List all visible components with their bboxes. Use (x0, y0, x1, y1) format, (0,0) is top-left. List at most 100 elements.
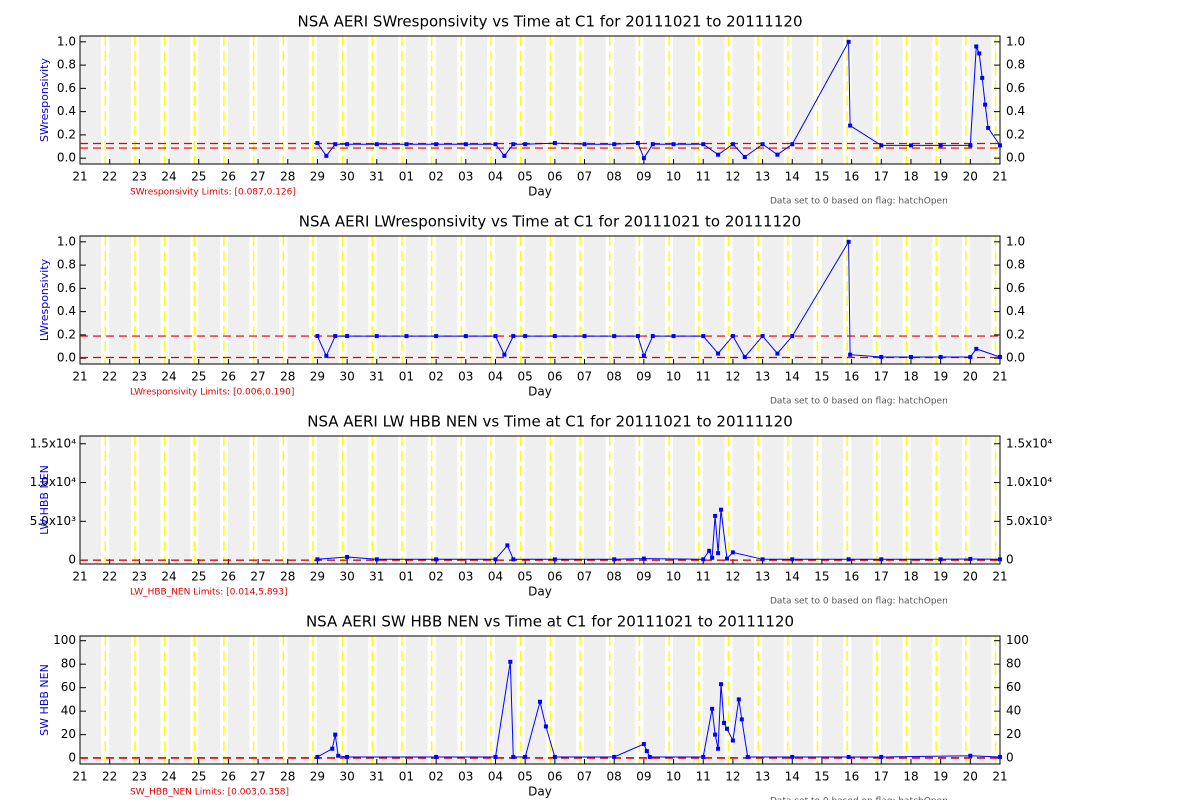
data-point (968, 143, 973, 148)
data-point (730, 334, 735, 339)
y-axis-label: SWresponsivity (38, 58, 51, 142)
data-point (434, 142, 439, 147)
data-point (434, 557, 439, 562)
y-tick-label: 0.0 (57, 351, 76, 365)
x-axis-label: Day (528, 785, 552, 799)
y-tick-label-right: 0 (1006, 553, 1014, 567)
data-point (612, 754, 617, 759)
data-point (647, 754, 652, 759)
y-tick-label-right: 0.0 (1006, 151, 1025, 165)
x-tick-label: 21 (72, 570, 87, 584)
data-point (635, 141, 640, 146)
data-point (315, 334, 320, 339)
y-tick-label-right: 80 (1006, 657, 1021, 671)
data-point (710, 706, 715, 711)
data-point (404, 142, 409, 147)
x-tick-label: 28 (280, 370, 295, 384)
x-tick-label: 29 (310, 170, 325, 184)
x-tick-label: 07 (577, 770, 592, 784)
data-point (508, 659, 513, 664)
data-point (879, 143, 884, 148)
y-tick-label: 0 (68, 553, 76, 567)
limits-label: SW_HBB_NEN Limits: [0.003,0.358] (130, 788, 289, 798)
chart-title: NSA AERI LWresponsivity vs Time at C1 fo… (299, 213, 801, 231)
x-tick-label: 21 (992, 370, 1007, 384)
y-tick-label: 1.0 (57, 234, 76, 248)
data-point (977, 51, 982, 56)
x-tick-label: 31 (369, 770, 384, 784)
data-point (374, 142, 379, 147)
x-tick-label: 12 (725, 170, 740, 184)
y-tick-label: 40 (61, 704, 76, 718)
y-tick-label: 20 (61, 727, 76, 741)
y-tick-label-right: 5.0x10³ (1006, 514, 1052, 528)
x-tick-label: 02 (428, 170, 443, 184)
data-point (333, 732, 338, 737)
x-tick-label: 21 (72, 770, 87, 784)
x-tick-label: 01 (399, 370, 414, 384)
data-point (324, 153, 329, 158)
x-tick-label: 15 (814, 370, 829, 384)
data-point (790, 334, 795, 339)
x-tick-label: 31 (369, 370, 384, 384)
y-tick-label: 0.4 (57, 304, 76, 318)
x-tick-label: 24 (161, 570, 176, 584)
plot-area (80, 36, 1000, 164)
y-axis-label: LW HBB NEN (38, 465, 51, 535)
flag-note: Data set to 0 based on flag: hatchOpen (770, 397, 948, 407)
data-point (998, 754, 1002, 759)
x-tick-label: 13 (755, 570, 770, 584)
x-tick-label: 23 (132, 170, 147, 184)
data-point (511, 142, 516, 147)
y-tick-label-right: 1.5x10⁴ (1006, 436, 1052, 450)
x-tick-label: 17 (874, 370, 889, 384)
x-tick-label: 13 (755, 170, 770, 184)
data-point (760, 334, 765, 339)
data-point (998, 355, 1002, 360)
x-axis-label: Day (528, 185, 552, 199)
x-tick-label: 08 (607, 570, 622, 584)
data-point (336, 753, 341, 758)
y-tick-label-right: 0.2 (1006, 127, 1025, 141)
data-point (502, 153, 507, 158)
y-tick-label: 0.8 (57, 258, 76, 272)
data-point (644, 749, 649, 754)
chart-title: NSA AERI SW HBB NEN vs Time at C1 for 20… (306, 613, 794, 631)
x-axis-label: Day (528, 585, 552, 599)
limits-label: SWresponsivity Limits: [0.087,0.126] (130, 188, 296, 198)
data-point (730, 142, 735, 147)
x-tick-label: 18 (903, 370, 918, 384)
data-point (986, 125, 991, 130)
data-point (324, 353, 329, 358)
x-tick-label: 30 (339, 770, 354, 784)
x-tick-label: 21 (992, 570, 1007, 584)
x-tick-label: 18 (903, 570, 918, 584)
x-tick-label: 01 (399, 170, 414, 184)
data-point (511, 334, 516, 339)
x-tick-label: 15 (814, 170, 829, 184)
data-point (345, 142, 350, 147)
data-point (463, 334, 468, 339)
x-tick-label: 23 (132, 570, 147, 584)
x-tick-label: 13 (755, 770, 770, 784)
y-tick-label: 80 (61, 657, 76, 671)
x-tick-label: 19 (933, 770, 948, 784)
x-tick-label: 19 (933, 170, 948, 184)
y-tick-label: 0.6 (57, 281, 76, 295)
data-point (974, 44, 979, 49)
y-tick-label-right: 1.0 (1006, 234, 1025, 248)
data-point (552, 557, 557, 562)
panel: NSA AERI LW HBB NEN vs Time at C1 for 20… (30, 413, 1053, 607)
x-tick-label: 06 (547, 370, 562, 384)
x-tick-label: 27 (250, 370, 265, 384)
x-tick-label: 23 (132, 770, 147, 784)
data-point (434, 754, 439, 759)
x-tick-label: 08 (607, 370, 622, 384)
y-tick-label: 1.0 (57, 34, 76, 48)
x-tick-label: 04 (488, 770, 503, 784)
y-tick-label: 0 (68, 751, 76, 765)
data-point (612, 334, 617, 339)
data-point (552, 141, 557, 146)
x-tick-label: 29 (310, 570, 325, 584)
data-point (345, 334, 350, 339)
